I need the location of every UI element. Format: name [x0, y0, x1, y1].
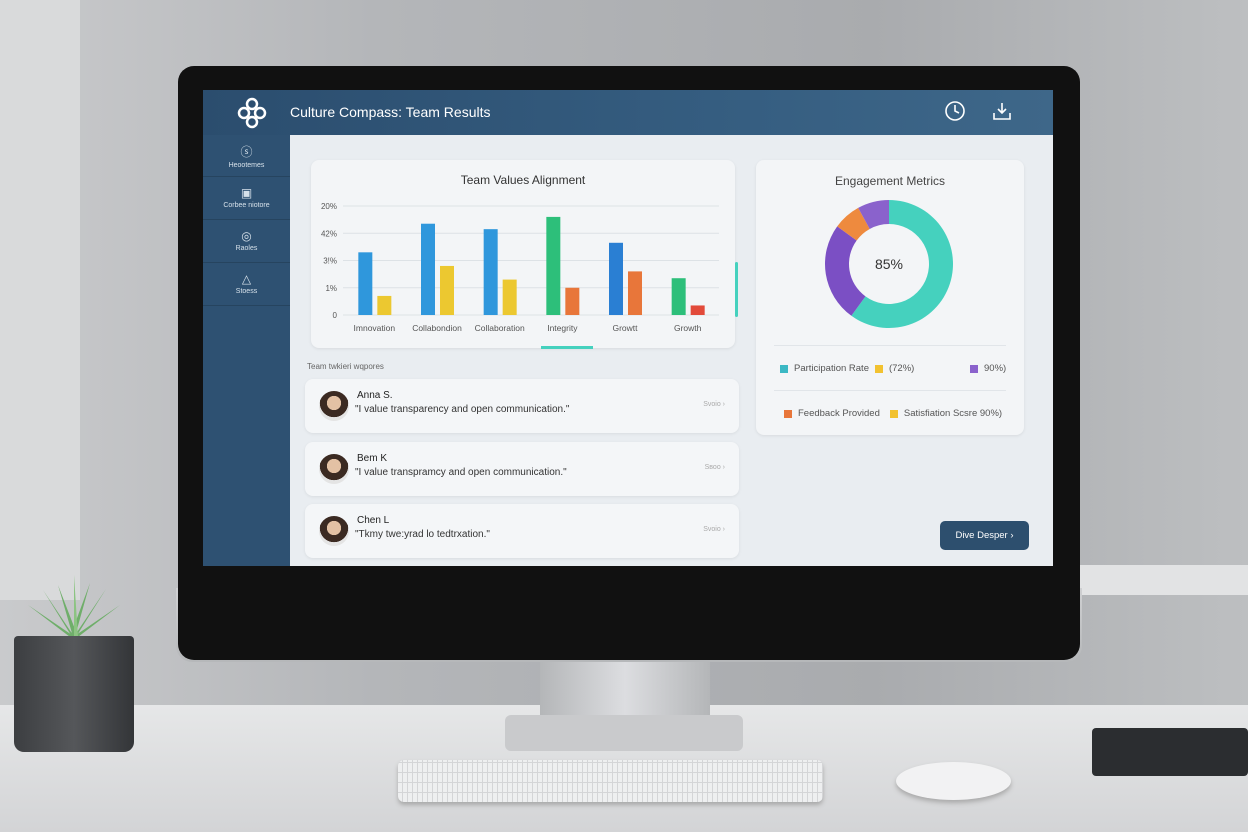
- legend-label: Satisfiation Scsre 90%): [903, 408, 1003, 419]
- keyboard: [398, 760, 823, 802]
- bar: [483, 229, 498, 315]
- app-header: Culture Compass: Team Results: [203, 90, 1053, 135]
- bar: [546, 216, 561, 315]
- metrics-title: Engagement Metrics: [834, 174, 946, 188]
- feedback-item[interactable]: Chen L "Tkmy twe:yrad lo tedtrxation." Svo…: [305, 504, 739, 558]
- scrollbar[interactable]: [735, 262, 738, 317]
- y-tick-label: 1%: [325, 284, 337, 293]
- y-tick-label: 0: [333, 311, 338, 320]
- avatar: [319, 454, 349, 484]
- app-title: Culture Compass: Team Results: [290, 104, 491, 120]
- sidebar: ⓢ Heootemes ▣ Corbee niotore ◎ Raoles △ Stoe…: [203, 135, 290, 566]
- engagement-card: Engagement Metrics 85% Participation Rat…: [756, 160, 1024, 435]
- notebook: [1092, 728, 1248, 776]
- legend-swatch: [889, 409, 898, 418]
- donut-center-label: 85%: [875, 256, 903, 272]
- donut-slice: [837, 207, 870, 241]
- legend-swatch: [874, 364, 883, 373]
- sidebar-item-label: Heootemes: [228, 162, 265, 169]
- sidebar-item-label: Corbee niotore: [223, 202, 270, 209]
- feedback-name: Chen L: [357, 515, 390, 526]
- bar: [628, 271, 642, 315]
- divider: [774, 390, 1006, 391]
- bar: [690, 305, 705, 315]
- bar: [502, 279, 517, 315]
- chart-title: Team Values Alignment: [460, 173, 586, 187]
- monitor-stand: [540, 660, 710, 720]
- x-tick-label: Growth: [674, 323, 702, 333]
- bar: [565, 287, 580, 315]
- legend-row: Participation Rate (72%): [780, 363, 914, 374]
- bar: [377, 295, 392, 315]
- dollar-circle-icon: ⓢ: [240, 145, 253, 159]
- mouse: [896, 762, 1011, 800]
- feedback-section-label: Team twkieri wqpores: [307, 362, 384, 371]
- avatar: [319, 391, 349, 421]
- sidebar-item-3[interactable]: △ Stoess: [203, 264, 290, 306]
- x-tick-label: Imnovation: [354, 323, 396, 333]
- x-tick-label: Growtt: [612, 323, 638, 333]
- divider: [774, 345, 1006, 346]
- donut-slice: [851, 200, 953, 328]
- bar: [421, 223, 435, 315]
- bar: [358, 252, 373, 315]
- clock-icon[interactable]: [942, 100, 968, 126]
- carousel-indicator[interactable]: [541, 346, 593, 349]
- succulent-plant: [28, 575, 120, 640]
- feedback-show-link[interactable]: Svoio ›: [703, 526, 725, 533]
- y-tick-label: 3!%: [323, 257, 337, 266]
- values-chart-card: Team Values Alignment 0 1% 3!% 42% 20% Imnova…: [311, 160, 735, 348]
- bar: [440, 265, 454, 315]
- wall: [0, 0, 80, 600]
- avatar: [319, 516, 349, 546]
- bar: [671, 278, 686, 315]
- target-icon: ◎: [241, 229, 252, 243]
- legend-label: (72%): [888, 363, 915, 374]
- feedback-name: Anna S.: [357, 390, 393, 401]
- shelf: [1070, 565, 1248, 595]
- sidebar-item-1[interactable]: ▣ Corbee niotore: [203, 178, 290, 220]
- bar-chart: 0 1% 3!% 42% 20% Imnovation Collabondion Collab…: [321, 202, 719, 333]
- y-tick-label: 20%: [321, 202, 337, 211]
- donut-slice: [858, 200, 889, 229]
- legend-swatch: [970, 364, 978, 373]
- x-tick-label: Integrity: [547, 323, 578, 333]
- feedback-name: Bem K: [357, 453, 388, 464]
- legend-label: 90%): [984, 363, 1007, 374]
- donut-chart: 85%: [825, 200, 953, 328]
- feedback-show-link[interactable]: Svoio ›: [703, 401, 725, 408]
- triangle-icon: △: [241, 272, 252, 286]
- bar: [609, 242, 623, 315]
- legend-row: Feedback Provided Satisfiation Scsre 90%…: [784, 408, 1002, 419]
- feedback-quote: "I value transpramcy and open communicat…: [355, 467, 567, 478]
- legend-swatch: [780, 364, 788, 373]
- sidebar-item-label: Stoess: [235, 288, 258, 295]
- legend-row: 90%): [970, 363, 1006, 374]
- x-tick-label: Collabondion: [412, 323, 462, 333]
- y-tick-label: 42%: [321, 229, 337, 238]
- feedback-item[interactable]: Bem K "I value transpramcy and open commu…: [305, 442, 739, 496]
- legend-label: Feedback Provided: [798, 408, 880, 419]
- legend-label: Participation Rate: [794, 363, 869, 374]
- plant-pot: [14, 636, 134, 752]
- download-icon[interactable]: [989, 100, 1015, 126]
- legend-swatch: [784, 409, 792, 418]
- feedback-quote: "I value transparency and open communica…: [355, 404, 570, 415]
- x-tick-label: Collaboration: [475, 323, 525, 333]
- monitor-stand-foot: [505, 715, 743, 751]
- sidebar-item-0[interactable]: ⓢ Heootemes: [203, 135, 290, 177]
- sidebar-item-2[interactable]: ◎ Raoles: [203, 221, 290, 263]
- feedback-quote: "Tkmy twe:yrad lo tedtrxation.": [355, 529, 490, 540]
- app-screen: Culture Compass: Team Results ⓢ Heootemes…: [203, 90, 1053, 566]
- clipboard-icon: ▣: [240, 186, 253, 200]
- sidebar-item-label: Raoles: [235, 245, 258, 252]
- feedback-show-link[interactable]: Sвоо ›: [704, 464, 725, 471]
- linked-circles-icon: [235, 96, 269, 130]
- donut-slice: [825, 226, 866, 316]
- dive-deeper-button[interactable]: Dive Desper ›: [940, 521, 1029, 550]
- feedback-item[interactable]: Anna S. "I value transparency and open co…: [305, 379, 739, 433]
